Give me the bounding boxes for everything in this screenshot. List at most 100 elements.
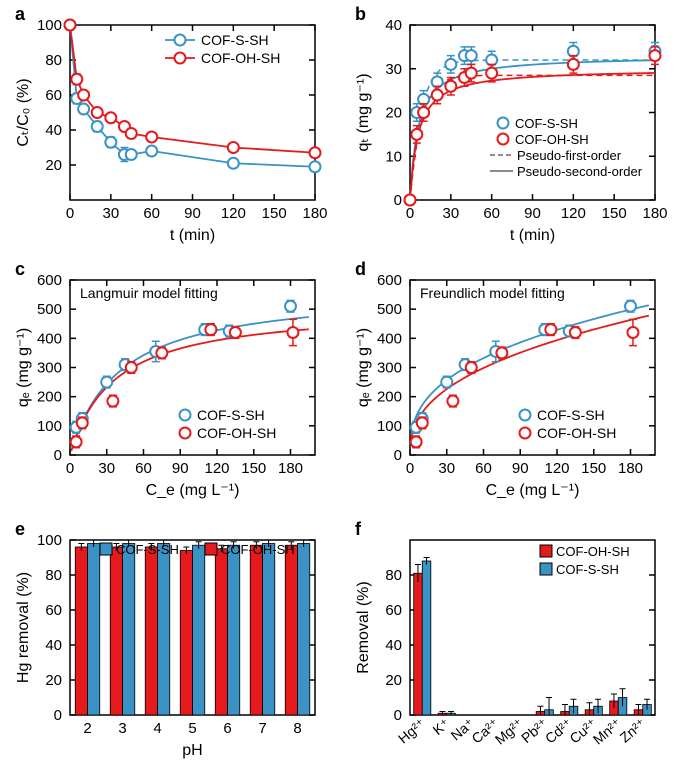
svg-text:qₑ (mg g⁻¹): qₑ (mg g⁻¹) bbox=[15, 328, 32, 407]
svg-text:COF-S-SH: COF-S-SH bbox=[556, 562, 619, 577]
svg-text:5: 5 bbox=[188, 720, 196, 737]
svg-text:COF-S-SH: COF-S-SH bbox=[537, 407, 605, 423]
svg-text:4: 4 bbox=[153, 720, 161, 737]
svg-text:7: 7 bbox=[258, 720, 266, 737]
svg-text:400: 400 bbox=[377, 330, 402, 347]
svg-text:200: 200 bbox=[377, 389, 402, 406]
svg-text:Pseudo-second-order: Pseudo-second-order bbox=[517, 164, 643, 179]
svg-text:Cₜ/C₀ (%): Cₜ/C₀ (%) bbox=[15, 78, 32, 146]
svg-text:600: 600 bbox=[377, 272, 402, 289]
svg-text:90: 90 bbox=[524, 205, 541, 222]
svg-text:100: 100 bbox=[377, 418, 402, 435]
svg-text:3: 3 bbox=[118, 720, 126, 737]
svg-text:b: b bbox=[355, 4, 366, 24]
svg-text:Langmuir model fitting: Langmuir model fitting bbox=[80, 285, 218, 301]
svg-text:90: 90 bbox=[172, 460, 189, 477]
svg-text:d: d bbox=[355, 259, 366, 279]
svg-text:60: 60 bbox=[135, 460, 152, 477]
svg-text:0: 0 bbox=[54, 447, 62, 464]
svg-text:500: 500 bbox=[377, 301, 402, 318]
svg-text:COF-S-SH: COF-S-SH bbox=[116, 542, 179, 557]
svg-text:30: 30 bbox=[438, 460, 455, 477]
svg-text:Pseudo-first-order: Pseudo-first-order bbox=[517, 148, 622, 163]
svg-text:180: 180 bbox=[278, 460, 303, 477]
svg-text:150: 150 bbox=[602, 205, 627, 222]
svg-text:20: 20 bbox=[385, 105, 402, 122]
svg-text:120: 120 bbox=[221, 205, 246, 222]
svg-text:80: 80 bbox=[45, 52, 62, 69]
svg-text:80: 80 bbox=[385, 567, 402, 584]
svg-text:100: 100 bbox=[37, 17, 62, 34]
svg-text:60: 60 bbox=[45, 602, 62, 619]
svg-text:C_e (mg L⁻¹): C_e (mg L⁻¹) bbox=[146, 482, 240, 499]
svg-text:500: 500 bbox=[37, 301, 62, 318]
svg-text:Zn²⁺: Zn²⁺ bbox=[617, 715, 649, 746]
svg-text:6: 6 bbox=[223, 720, 231, 737]
svg-text:0: 0 bbox=[394, 707, 402, 724]
svg-text:10: 10 bbox=[385, 148, 402, 165]
svg-text:30: 30 bbox=[385, 61, 402, 78]
svg-text:t (min): t (min) bbox=[510, 227, 555, 244]
svg-text:150: 150 bbox=[241, 460, 266, 477]
svg-text:8: 8 bbox=[293, 720, 301, 737]
svg-text:0: 0 bbox=[394, 447, 402, 464]
svg-text:600: 600 bbox=[37, 272, 62, 289]
svg-text:300: 300 bbox=[37, 360, 62, 377]
svg-text:150: 150 bbox=[581, 460, 606, 477]
svg-text:60: 60 bbox=[483, 205, 500, 222]
svg-text:30: 30 bbox=[102, 205, 119, 222]
svg-text:300: 300 bbox=[377, 360, 402, 377]
svg-text:60: 60 bbox=[475, 460, 492, 477]
svg-text:0: 0 bbox=[54, 707, 62, 724]
svg-text:0: 0 bbox=[406, 460, 414, 477]
svg-text:COF-OH-SH: COF-OH-SH bbox=[201, 50, 280, 66]
svg-text:60: 60 bbox=[385, 602, 402, 619]
figure: a030609012015018020406080100t (min)Cₜ/C₀… bbox=[0, 0, 685, 779]
svg-text:0: 0 bbox=[406, 205, 414, 222]
svg-text:qₑ (mg g⁻¹): qₑ (mg g⁻¹) bbox=[355, 328, 372, 407]
svg-text:Hg removal (%): Hg removal (%) bbox=[15, 572, 32, 683]
svg-text:t (min): t (min) bbox=[170, 227, 215, 244]
svg-text:90: 90 bbox=[512, 460, 529, 477]
svg-text:COF-OH-SH: COF-OH-SH bbox=[197, 425, 276, 441]
svg-text:Freundlich model fitting: Freundlich model fitting bbox=[420, 285, 565, 301]
svg-text:30: 30 bbox=[442, 205, 459, 222]
svg-text:80: 80 bbox=[45, 567, 62, 584]
svg-text:120: 120 bbox=[561, 205, 586, 222]
svg-text:c: c bbox=[15, 259, 25, 279]
svg-text:400: 400 bbox=[37, 330, 62, 347]
svg-text:20: 20 bbox=[45, 672, 62, 689]
svg-text:30: 30 bbox=[98, 460, 115, 477]
svg-text:180: 180 bbox=[302, 205, 327, 222]
svg-text:2: 2 bbox=[83, 720, 91, 737]
svg-text:20: 20 bbox=[385, 672, 402, 689]
svg-text:40: 40 bbox=[385, 637, 402, 654]
svg-text:0: 0 bbox=[394, 192, 402, 209]
svg-text:COF-S-SH: COF-S-SH bbox=[197, 407, 265, 423]
svg-text:120: 120 bbox=[544, 460, 569, 477]
svg-text:COF-S-SH: COF-S-SH bbox=[201, 32, 269, 48]
svg-text:100: 100 bbox=[37, 418, 62, 435]
svg-text:pH: pH bbox=[182, 742, 202, 759]
svg-text:COF-OH-SH: COF-OH-SH bbox=[515, 132, 589, 147]
svg-text:180: 180 bbox=[618, 460, 643, 477]
svg-text:COF-OH-SH: COF-OH-SH bbox=[556, 544, 630, 559]
svg-text:COF-S-SH: COF-S-SH bbox=[515, 116, 578, 131]
svg-text:f: f bbox=[355, 519, 362, 539]
svg-text:60: 60 bbox=[45, 87, 62, 104]
svg-text:0: 0 bbox=[66, 460, 74, 477]
svg-text:C_e (mg L⁻¹): C_e (mg L⁻¹) bbox=[486, 482, 580, 499]
svg-text:180: 180 bbox=[642, 205, 667, 222]
svg-text:40: 40 bbox=[45, 637, 62, 654]
svg-text:150: 150 bbox=[262, 205, 287, 222]
svg-text:COF-OH-SH: COF-OH-SH bbox=[537, 425, 616, 441]
svg-text:60: 60 bbox=[143, 205, 160, 222]
svg-text:40: 40 bbox=[45, 122, 62, 139]
svg-text:90: 90 bbox=[184, 205, 201, 222]
svg-text:Removal (%): Removal (%) bbox=[355, 581, 372, 673]
svg-text:COF-OH-SH: COF-OH-SH bbox=[221, 542, 295, 557]
svg-text:120: 120 bbox=[204, 460, 229, 477]
svg-text:qₜ (mg g⁻¹): qₜ (mg g⁻¹) bbox=[355, 73, 372, 151]
svg-text:e: e bbox=[15, 519, 25, 539]
svg-text:100: 100 bbox=[37, 532, 62, 549]
